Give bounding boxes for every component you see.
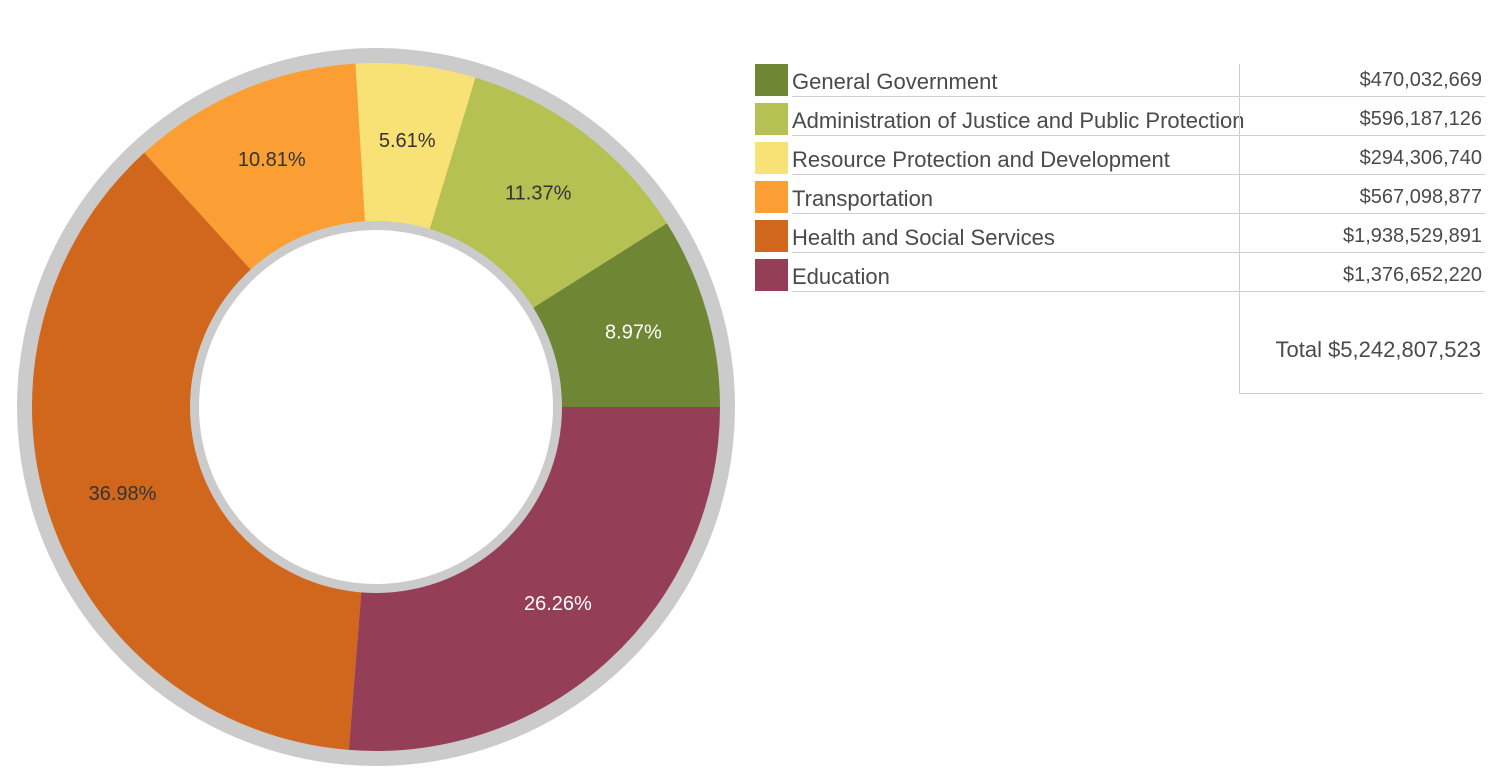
amount-column-divider — [1239, 64, 1240, 394]
legend-amount: $1,938,529,891 — [1342, 225, 1482, 247]
legend-swatch — [755, 103, 788, 135]
legend-row-general-government: General Government $470,032,669 — [755, 64, 1485, 103]
legend-row-resource-protection-and-development: Resource Protection and Development $294,… — [755, 142, 1485, 181]
legend-amount: $1,376,652,220 — [1342, 264, 1482, 286]
slice-label-administration-of-justice-and-public-protection: 11.37% — [505, 183, 572, 205]
donut-chart: 8.97% 11.37% 5.61% 10.81% 36.98% 26.26% — [17, 48, 735, 766]
legend-amount-rule — [1240, 174, 1485, 175]
legend-row-health-and-social-services: Health and Social Services $1,938,529,891 — [755, 220, 1485, 259]
slice-label-health-and-social-services: 36.98% — [89, 483, 157, 505]
legend-swatch — [755, 142, 788, 174]
legend-row-rule — [792, 135, 1240, 136]
legend-row-rule — [792, 291, 1240, 292]
legend-amount-rule — [1240, 252, 1485, 253]
legend-row-rule — [792, 174, 1240, 175]
slice-label-transportation: 10.81% — [238, 149, 306, 171]
legend: General Government $470,032,669 Administra… — [755, 64, 1485, 298]
slice-labels: 8.97% 11.37% 5.61% 10.81% 36.98% 26.26% — [89, 130, 662, 615]
legend-amount: $596,187,126 — [1359, 108, 1482, 130]
legend-row-rule — [792, 213, 1240, 214]
legend-label: Resource Protection and Development — [792, 147, 1170, 172]
legend-label: Transportation — [792, 186, 934, 211]
legend-amount: $470,032,669 — [1359, 69, 1482, 91]
slice-label-resource-protection-and-development: 5.61% — [379, 130, 436, 152]
legend-amount-rule — [1240, 135, 1485, 136]
legend-swatch — [755, 64, 788, 96]
total-label: Total $5,242,807,523 — [1275, 337, 1481, 362]
total-bottom-rule — [1239, 393, 1483, 394]
legend-row-education: Education $1,376,652,220 — [755, 259, 1485, 298]
legend-swatch — [755, 259, 788, 291]
legend-label: Administration of Justice and Public Pro… — [792, 108, 1245, 133]
legend-amount: $567,098,877 — [1359, 186, 1482, 208]
legend-row-rule — [792, 96, 1240, 97]
donut-hole — [199, 230, 553, 584]
legend-row-transportation: Transportation $567,098,877 — [755, 181, 1485, 220]
legend-row-administration-of-justice-and-public-protection: Administration of Justice and Public Pro… — [755, 103, 1485, 142]
legend-label: Education — [792, 264, 890, 289]
legend-amount-rule — [1240, 213, 1485, 214]
legend-swatch — [755, 220, 788, 252]
legend-label: General Government — [792, 69, 998, 94]
legend-swatch — [755, 181, 788, 213]
legend-amount-rule — [1240, 96, 1485, 97]
slice-label-general-government: 8.97% — [605, 322, 662, 344]
legend-amount-rule — [1240, 291, 1485, 292]
legend-label: Health and Social Services — [792, 225, 1055, 250]
slice-label-education: 26.26% — [524, 593, 592, 615]
legend-amount: $294,306,740 — [1359, 147, 1482, 169]
legend-row-rule — [792, 252, 1240, 253]
